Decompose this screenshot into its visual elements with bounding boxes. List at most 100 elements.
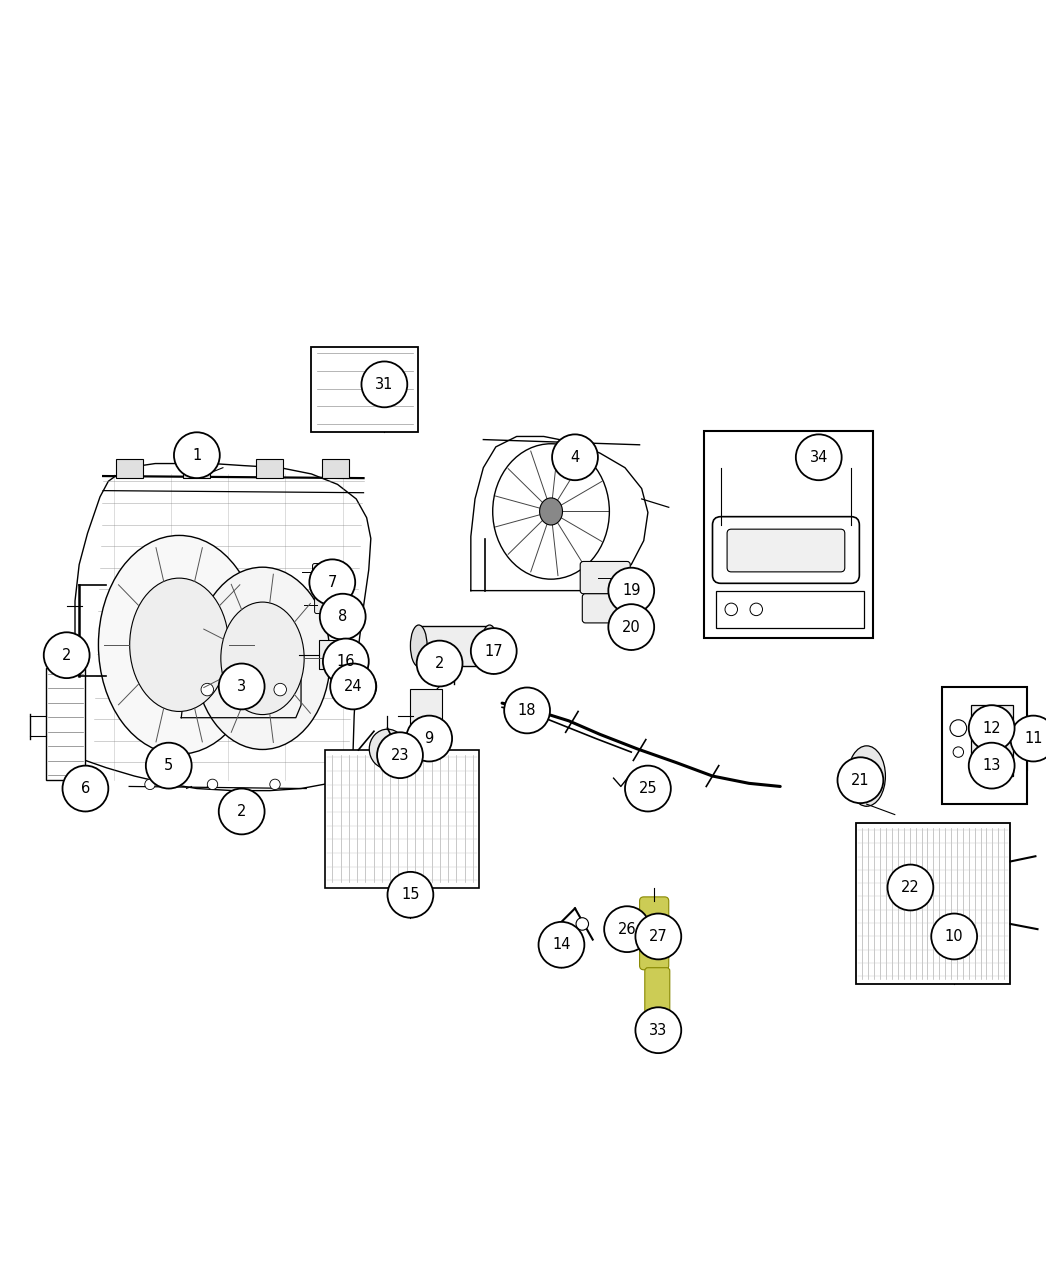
Text: 34: 34	[810, 450, 828, 465]
Text: 1: 1	[192, 448, 202, 463]
Circle shape	[406, 715, 453, 761]
Text: 22: 22	[901, 880, 920, 895]
Text: 31: 31	[375, 377, 394, 391]
FancyBboxPatch shape	[411, 688, 442, 737]
Bar	[322, 459, 349, 478]
Bar	[705, 431, 873, 638]
Circle shape	[63, 765, 108, 811]
Circle shape	[201, 683, 213, 696]
Text: 5: 5	[164, 759, 173, 773]
Circle shape	[625, 765, 671, 811]
Circle shape	[608, 567, 654, 613]
Bar	[116, 459, 143, 478]
Polygon shape	[75, 464, 371, 790]
Text: 2: 2	[435, 657, 444, 671]
FancyBboxPatch shape	[716, 590, 863, 629]
Text: 26: 26	[617, 922, 636, 937]
Circle shape	[417, 640, 462, 686]
Bar	[326, 750, 479, 887]
Circle shape	[887, 864, 933, 910]
Text: 23: 23	[391, 747, 410, 762]
Text: 21: 21	[852, 773, 869, 788]
Circle shape	[323, 639, 369, 685]
Text: 4: 4	[570, 450, 580, 465]
Ellipse shape	[540, 499, 563, 525]
Text: 13: 13	[983, 759, 1001, 773]
Circle shape	[377, 732, 423, 778]
Circle shape	[608, 604, 654, 650]
Circle shape	[218, 663, 265, 709]
Text: 25: 25	[638, 782, 657, 796]
Text: 18: 18	[518, 703, 537, 718]
Circle shape	[635, 914, 681, 959]
Ellipse shape	[411, 625, 427, 667]
Ellipse shape	[99, 536, 260, 755]
Text: 12: 12	[983, 720, 1001, 736]
FancyBboxPatch shape	[581, 561, 630, 594]
FancyBboxPatch shape	[639, 896, 669, 970]
Polygon shape	[182, 659, 301, 718]
Circle shape	[361, 361, 407, 407]
Ellipse shape	[351, 672, 377, 701]
Circle shape	[504, 687, 550, 733]
Text: 16: 16	[337, 654, 355, 669]
Text: 20: 20	[622, 620, 640, 635]
Bar	[942, 687, 1027, 805]
Text: 27: 27	[649, 929, 668, 944]
Circle shape	[576, 918, 589, 931]
Circle shape	[953, 747, 964, 757]
Text: 2: 2	[237, 805, 247, 819]
FancyBboxPatch shape	[315, 597, 335, 613]
Circle shape	[969, 743, 1014, 788]
Text: 2: 2	[62, 648, 71, 663]
Circle shape	[539, 922, 585, 968]
Ellipse shape	[370, 729, 405, 769]
FancyBboxPatch shape	[583, 594, 628, 623]
Circle shape	[470, 629, 517, 674]
Polygon shape	[470, 436, 648, 590]
Circle shape	[44, 632, 89, 678]
Circle shape	[931, 914, 978, 959]
Text: 7: 7	[328, 575, 337, 590]
Circle shape	[330, 663, 376, 709]
Text: 17: 17	[484, 644, 503, 659]
Text: 19: 19	[622, 583, 640, 598]
Text: 3: 3	[237, 680, 247, 694]
Text: 33: 33	[649, 1023, 668, 1038]
Text: 9: 9	[424, 731, 434, 746]
Bar	[46, 668, 85, 780]
Text: 14: 14	[552, 937, 571, 952]
FancyBboxPatch shape	[645, 968, 670, 1026]
Circle shape	[146, 743, 192, 788]
Bar	[971, 705, 1012, 776]
Circle shape	[310, 560, 355, 606]
Bar	[319, 640, 339, 669]
Circle shape	[796, 435, 842, 481]
Circle shape	[174, 432, 219, 478]
Circle shape	[145, 779, 155, 789]
Circle shape	[750, 603, 762, 616]
Text: 6: 6	[81, 782, 90, 796]
Text: 15: 15	[401, 887, 420, 903]
FancyBboxPatch shape	[727, 529, 845, 572]
Ellipse shape	[195, 567, 330, 750]
Bar	[312, 347, 418, 432]
Circle shape	[611, 929, 622, 940]
Circle shape	[270, 779, 280, 789]
Circle shape	[635, 1007, 681, 1053]
Bar	[856, 822, 1010, 984]
FancyBboxPatch shape	[313, 564, 333, 580]
Circle shape	[724, 603, 737, 616]
Text: 8: 8	[338, 609, 348, 625]
Ellipse shape	[130, 578, 229, 711]
Ellipse shape	[220, 602, 304, 714]
FancyBboxPatch shape	[713, 516, 859, 584]
Bar	[184, 459, 210, 478]
Circle shape	[950, 720, 967, 737]
Circle shape	[320, 594, 365, 640]
Text: 11: 11	[1024, 731, 1043, 746]
Circle shape	[1010, 715, 1050, 761]
Ellipse shape	[481, 625, 498, 667]
Circle shape	[218, 788, 265, 834]
Circle shape	[604, 907, 650, 952]
